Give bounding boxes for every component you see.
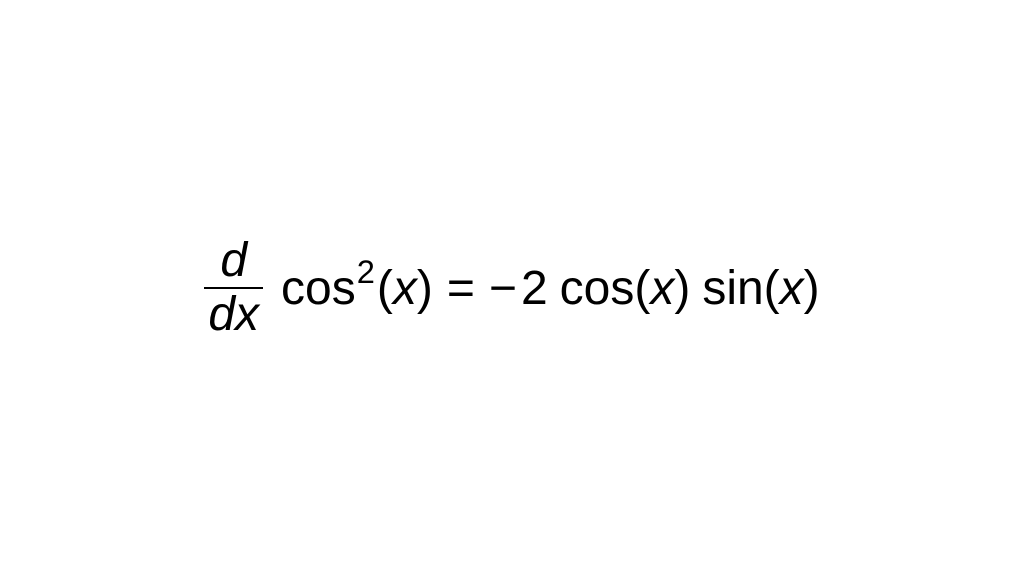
lhs-term: cos 2 ( x ) [275,261,433,316]
function-sin: sin [702,261,763,316]
open-paren-3: ( [764,261,780,316]
open-paren: ( [377,261,393,316]
fraction-numerator: d [216,237,251,287]
minus-sign: − [489,261,517,316]
power-two: 2 [357,253,375,291]
equals-sign: = [447,261,475,316]
variable-x-2: x [650,261,674,316]
coefficient-two: 2 [521,261,548,316]
function-cos-rhs: cos [560,261,635,316]
open-paren-2: ( [634,261,650,316]
close-paren: ) [417,261,433,316]
fraction-denominator: dx [204,287,263,339]
leibniz-derivative: d dx [204,237,263,339]
close-paren-3: ) [804,261,820,316]
variable-x: x [393,261,417,316]
variable-x-3: x [780,261,804,316]
derivative-equation: d dx cos 2 ( x ) = − 2 cos ( x ) sin ( x… [204,237,819,339]
rhs-term: − 2 cos ( x ) sin ( x ) [489,261,820,316]
function-cos: cos [281,261,356,316]
close-paren-2: ) [674,261,690,316]
